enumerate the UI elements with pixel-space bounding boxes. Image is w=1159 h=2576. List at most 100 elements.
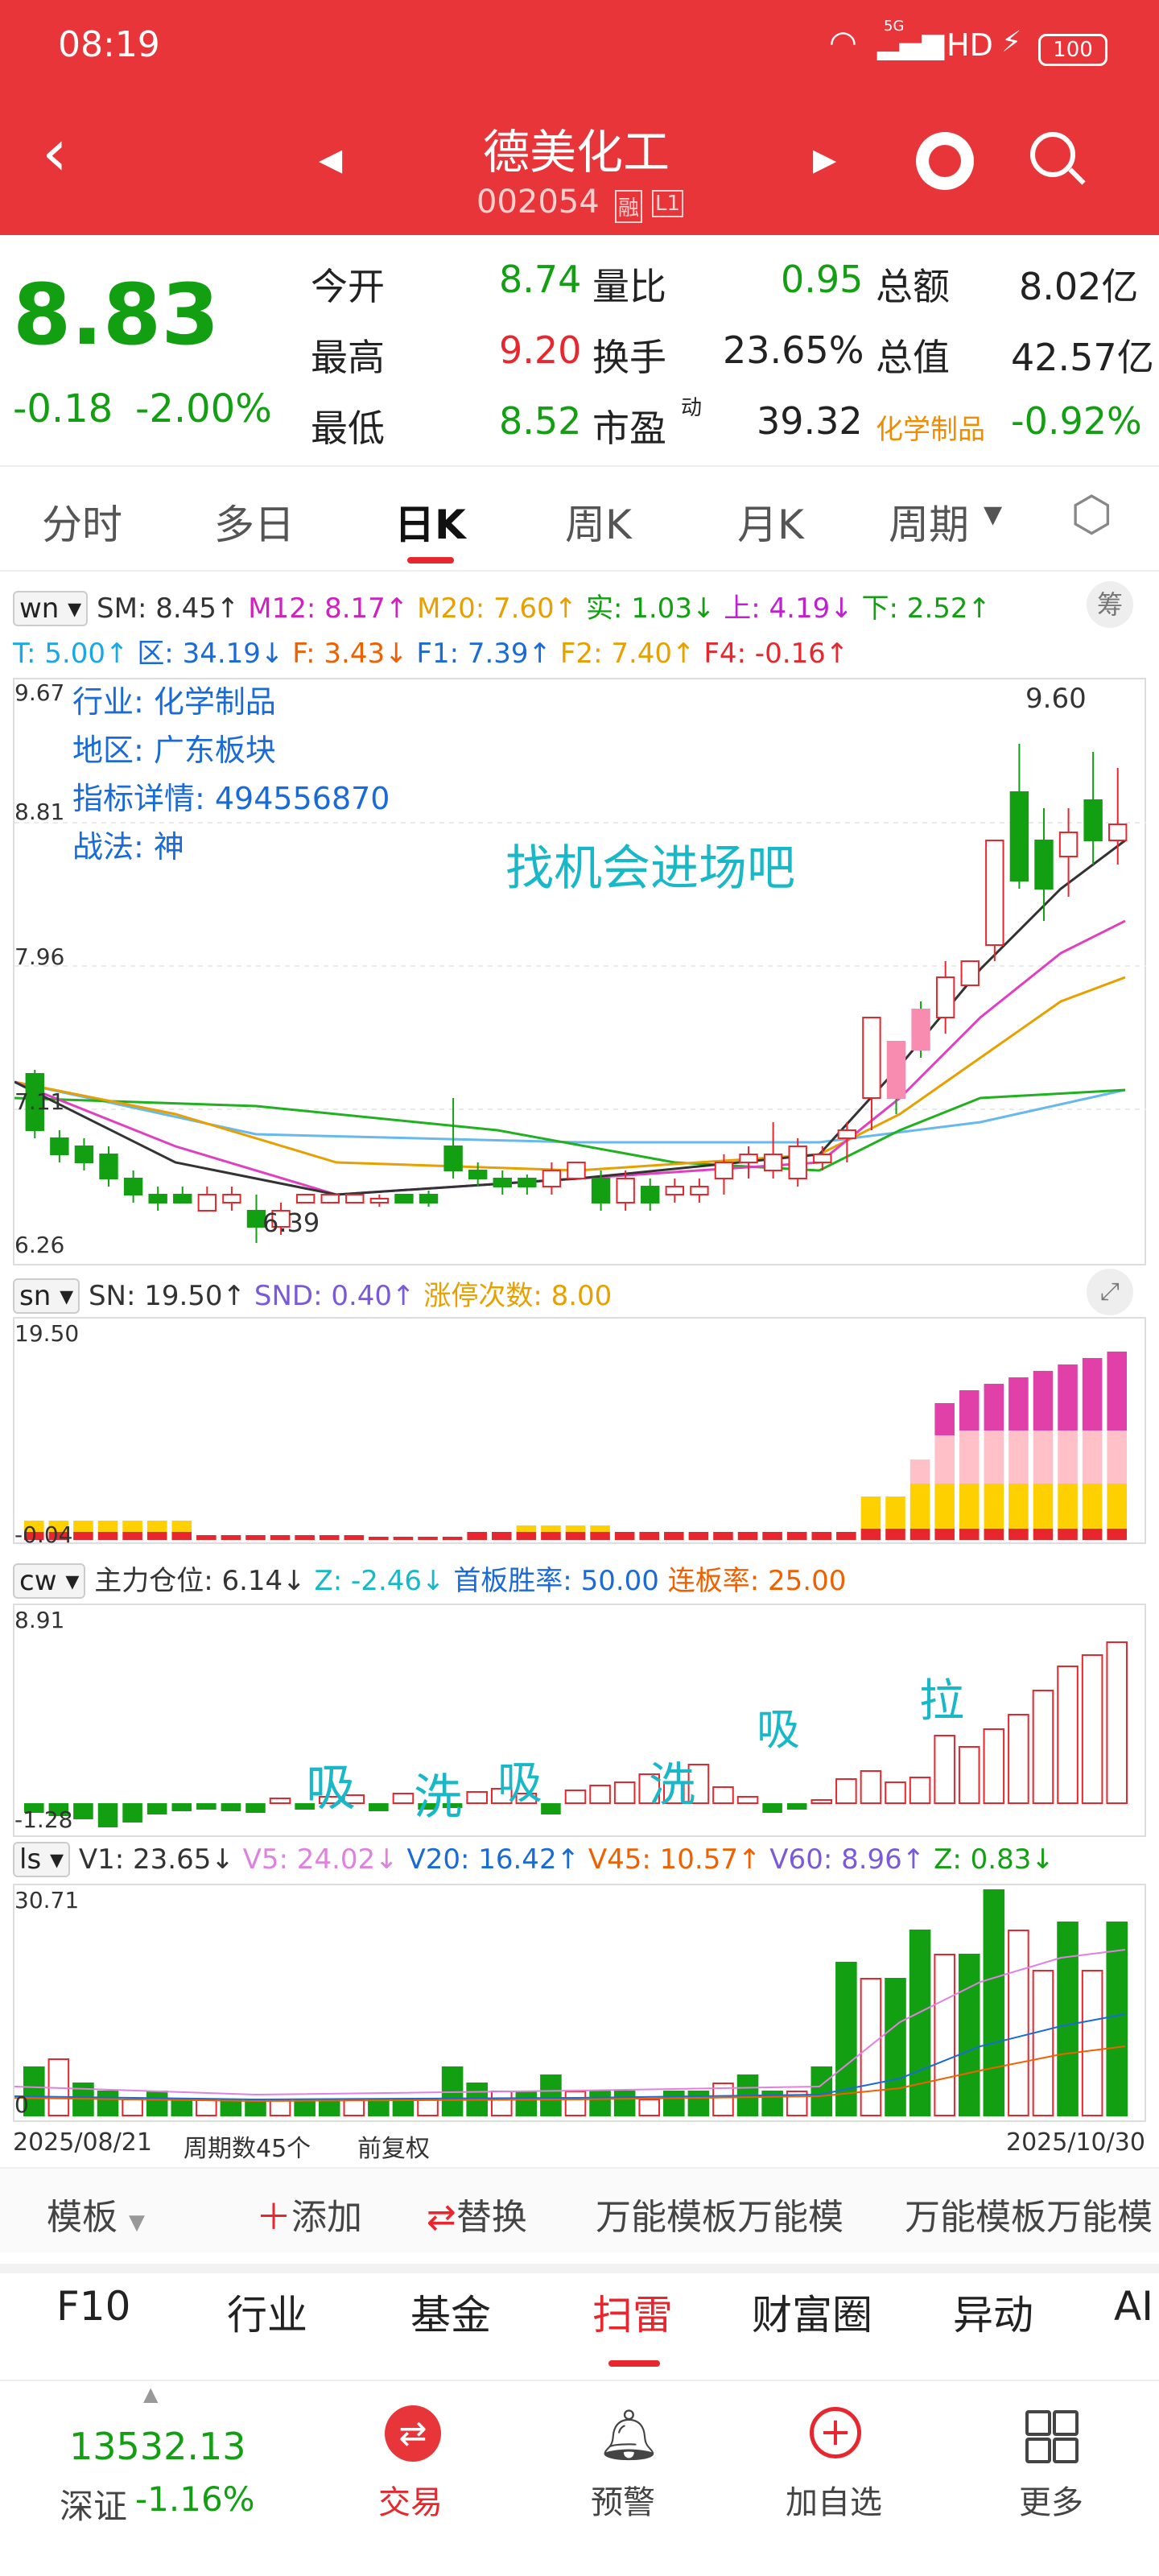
cw-bar	[1008, 1714, 1029, 1804]
candle-body	[714, 1162, 734, 1179]
volume-bar	[146, 2091, 168, 2116]
cw-bar	[171, 1803, 192, 1811]
main-indicator-selector[interactable]: wn ▾	[13, 591, 89, 626]
main-position: 主力仓位: 6.14↓	[94, 1565, 306, 1597]
sn-bar	[48, 1521, 69, 1532]
quote-label-low: 最低	[311, 407, 385, 450]
cw-bar	[712, 1786, 734, 1804]
template-chip-1[interactable]: 万能模板万能模	[596, 2197, 843, 2238]
sn-bar	[934, 1529, 955, 1540]
v5-value: V5: 24.02↓	[242, 1843, 398, 1876]
cw-annotation-6: 拉	[919, 1675, 964, 1728]
trade-icon[interactable]: ⇄	[385, 2405, 441, 2462]
stock-info-overlay: 行业: 化学制品 地区: 广东板块 指标详情: 494556870 战法: 神	[72, 678, 390, 871]
settings-hexagon-icon[interactable]: ⬡	[1070, 486, 1113, 543]
main-indicator-line1: wn ▾ SM: 8.45↑ M12: 8.17↑ M20: 7.60↑ 实: …	[13, 586, 991, 626]
tab-weekly-k[interactable]: 周K	[565, 502, 632, 548]
quote-value-high: 9.20	[499, 328, 582, 372]
candle-body	[1108, 824, 1128, 841]
tab-anomaly[interactable]: 异动	[953, 2292, 1033, 2339]
nav-trade[interactable]: 交易	[378, 2484, 443, 2521]
sn-value: SN: 19.50↑	[88, 1280, 246, 1312]
replace-template-button[interactable]: ⇄替换	[427, 2197, 527, 2238]
cw-y-bottom: -1.28	[14, 1806, 73, 1833]
quote-pe-sup: 动	[681, 396, 703, 420]
index-expand-icon[interactable]: ▲	[143, 2383, 159, 2405]
template-dropdown[interactable]: 模板 ▼	[47, 2197, 145, 2238]
tab-industry[interactable]: 行业	[227, 2292, 307, 2339]
chip-label: 筹	[1096, 589, 1123, 620]
candle-body	[123, 1178, 143, 1195]
sn-bar	[344, 1535, 365, 1540]
grid-more-icon[interactable]	[1025, 2410, 1079, 2463]
tab-f10[interactable]: F10	[56, 2283, 131, 2330]
volume-bar	[23, 2066, 45, 2116]
industry-change: -0.92%	[1011, 399, 1142, 443]
search-icon[interactable]	[1030, 132, 1075, 177]
volume-bar	[810, 2066, 833, 2116]
add-watchlist-icon[interactable]: +	[810, 2407, 861, 2458]
quote-label-mktcap: 总值	[876, 336, 950, 379]
prev-stock-icon[interactable]: ◀	[319, 142, 343, 177]
sn-bar	[984, 1430, 1004, 1484]
sn-bar	[467, 1532, 487, 1540]
candle-body	[1009, 791, 1029, 881]
tab-period[interactable]: 周期	[889, 502, 969, 548]
sn-bar	[811, 1532, 832, 1540]
nav-add-watchlist[interactable]: 加自选	[786, 2484, 882, 2521]
tab-intraday[interactable]: 分时	[42, 502, 122, 548]
volume-bar	[540, 2074, 562, 2116]
cw-bar	[369, 1803, 389, 1811]
sn-bar	[984, 1484, 1004, 1529]
cw-bar	[466, 1791, 488, 1804]
quote-value-open: 8.74	[499, 258, 582, 301]
candlestick-chart[interactable]	[13, 678, 1146, 1265]
price-change: -0.18	[13, 386, 113, 431]
tab-fund[interactable]: 基金	[410, 2292, 491, 2339]
tab-multiday[interactable]: 多日	[214, 502, 295, 548]
nav-more[interactable]: 更多	[1019, 2484, 1083, 2521]
sn-bar	[73, 1521, 93, 1532]
sn-bar	[860, 1529, 881, 1540]
volume-bar	[392, 2099, 415, 2116]
nav-alert[interactable]: 预警	[591, 2484, 655, 2521]
candle-body	[197, 1194, 217, 1212]
back-icon[interactable]: ‹	[42, 115, 68, 190]
sn-bar	[590, 1525, 610, 1532]
cw-indicator-selector[interactable]: cw ▾	[13, 1563, 86, 1599]
sn-bar	[1058, 1364, 1078, 1430]
assistant-icon[interactable]	[916, 132, 974, 190]
tab-ai[interactable]: AI	[1114, 2283, 1153, 2330]
add-template-button[interactable]: ＋添加	[256, 2197, 362, 2238]
volume-bar	[515, 2091, 538, 2116]
candle-body	[246, 1210, 266, 1228]
bell-icon[interactable]: 🔔︎	[597, 2405, 661, 2464]
cw-y-top: 8.91	[14, 1607, 65, 1633]
tab-wealth-circle[interactable]: 财富圈	[752, 2292, 872, 2339]
period-dropdown-icon[interactable]: ▼	[984, 501, 1003, 529]
index-value[interactable]: 13532.13	[69, 2425, 246, 2468]
sn-bar	[196, 1535, 217, 1540]
candle-body	[763, 1154, 783, 1171]
industry-link[interactable]: 化学制品	[876, 414, 985, 446]
sn-indicator-selector[interactable]: sn ▾	[13, 1278, 80, 1314]
tab-risk-scan[interactable]: 扫雷	[592, 2292, 673, 2339]
sn-bar	[885, 1529, 905, 1540]
y-label-top: 9.67	[14, 679, 65, 706]
expand-icon[interactable]: ⤢	[1087, 1269, 1133, 1315]
next-stock-icon[interactable]: ▶	[813, 142, 837, 177]
chip-button[interactable]: 筹	[1087, 581, 1133, 628]
sn-bar	[836, 1532, 856, 1540]
cw-bar	[810, 1799, 833, 1804]
tab-monthly-k[interactable]: 月K	[737, 502, 804, 548]
tab-daily-k[interactable]: 日K	[394, 502, 466, 548]
template-chip-2[interactable]: 万能模板万能模	[905, 2197, 1153, 2238]
quote-label-turnover: 换手	[592, 336, 666, 379]
volume-bar	[934, 1954, 955, 2116]
sn-bar	[171, 1521, 192, 1532]
candle-body	[788, 1146, 807, 1179]
level-badge: L1	[652, 190, 684, 217]
ls-indicator-selector[interactable]: ls ▾	[13, 1842, 71, 1877]
sn-bar	[1033, 1430, 1054, 1484]
volume-bar	[97, 2091, 119, 2116]
